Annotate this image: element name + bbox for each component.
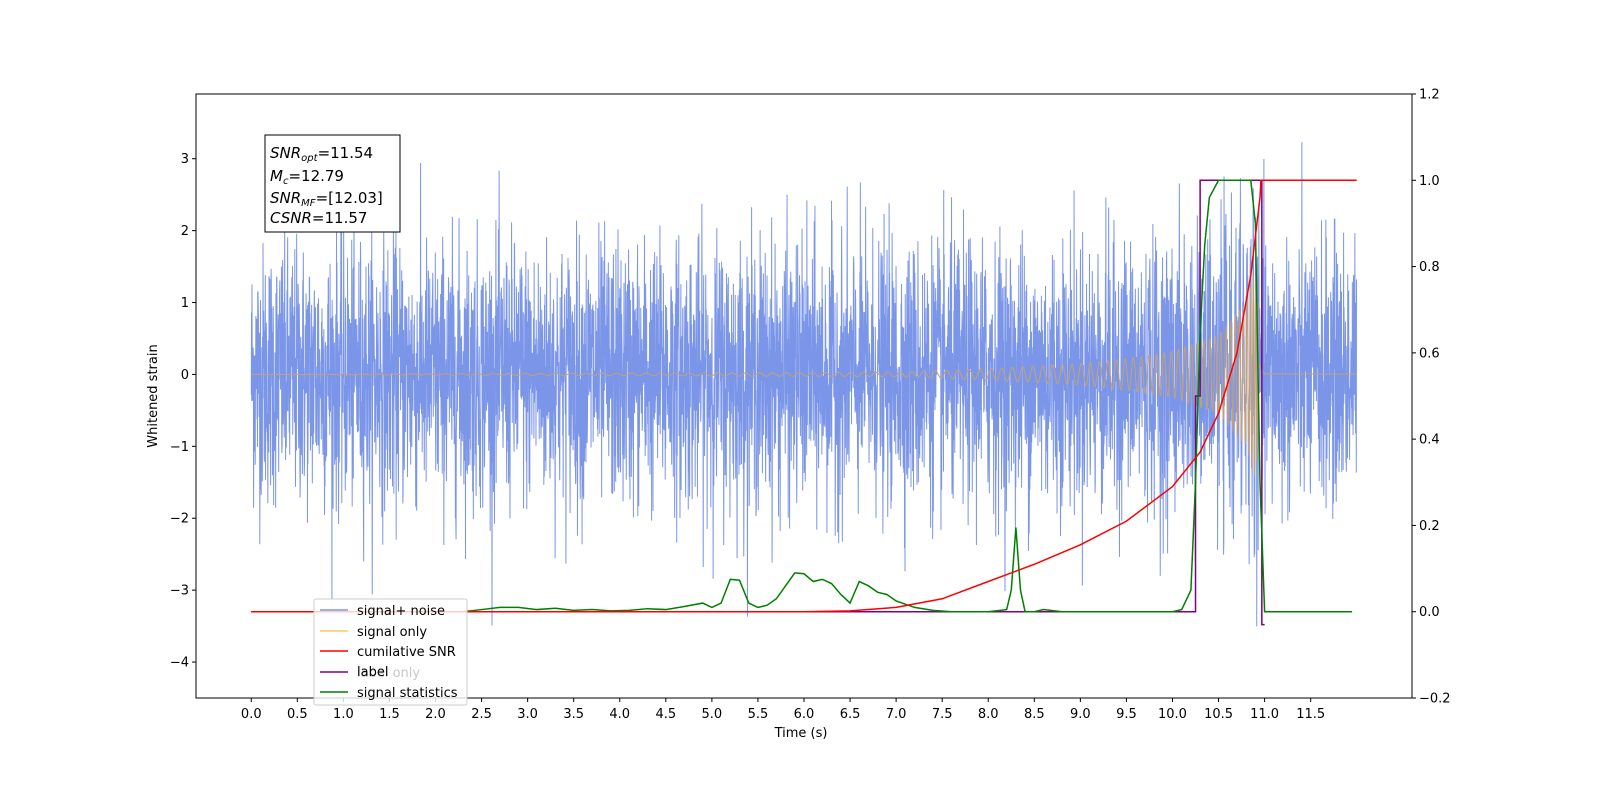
x-tick-label: 5.5 (748, 707, 769, 722)
y-tick-label-right: 1.0 (1419, 174, 1440, 189)
y-axis-label: Whitened strain (146, 344, 161, 447)
y-tick-label-left: 1 (181, 296, 189, 311)
y-tick-label-left: 2 (181, 224, 189, 239)
legend-label-label: label (357, 665, 388, 680)
x-tick-label: 1.5 (379, 707, 400, 722)
y-tick-label-right: 0.8 (1419, 260, 1440, 275)
x-tick-label: 3.0 (517, 707, 538, 722)
y-tick-label-right: 0.4 (1419, 433, 1440, 448)
y-tick-label-left: −1 (170, 440, 189, 455)
y-tick-label-right: 0.2 (1419, 519, 1440, 534)
x-tick-label: 4.5 (655, 707, 676, 722)
x-tick-label: 2.5 (471, 707, 492, 722)
x-axis-label: Time (s) (774, 726, 828, 741)
x-tick-label: 5.0 (702, 707, 723, 722)
x-tick-label: 7.0 (886, 707, 907, 722)
y-tick-label-left: 3 (181, 152, 189, 167)
legend-label-signal-noise: signal+ noise (357, 604, 445, 619)
y-tick-label-right: −0.2 (1419, 692, 1451, 707)
x-tick-label: 9.0 (1070, 707, 1091, 722)
annotation-box: SNRopt=11.54 Mc=12.79 SNRMF=[12.03] CSNR… (264, 134, 401, 233)
annotation-snr-mf: SNRMF=[12.03] (270, 189, 383, 209)
annotation-csnr: CSNR=11.57 (270, 209, 367, 227)
y-tick-label-right: 0.0 (1419, 605, 1440, 620)
x-tick-label: 10.0 (1158, 707, 1187, 722)
series-signal-statistics (251, 179, 1353, 613)
y-tick-label-left: 0 (181, 368, 189, 383)
x-tick-label: 8.0 (978, 707, 999, 722)
x-tick-label: 11.5 (1296, 707, 1325, 722)
legend-label-signal-only: signal only (357, 625, 427, 640)
series-signal-only (251, 274, 1357, 476)
x-tick-label: 7.5 (932, 707, 953, 722)
y-tick-label-left: −2 (170, 512, 189, 527)
y-tick-label-left: −3 (170, 584, 189, 599)
x-tick-label: 11.0 (1250, 707, 1279, 722)
y-tick-label-right: 0.6 (1419, 346, 1440, 361)
y-tick-label-right: 1.2 (1419, 88, 1440, 103)
series-signal-noise (250, 142, 1358, 627)
x-tick-label: 3.5 (563, 707, 584, 722)
legend: signal+ noise signal only cumilative SNR… (313, 598, 468, 706)
x-tick-label: 1.0 (333, 707, 354, 722)
x-tick-label: 8.5 (1024, 707, 1045, 722)
legend-label-label-only: label only (357, 666, 420, 681)
x-tick-label: 0.0 (241, 707, 262, 722)
series-cumulative-snr (251, 179, 1357, 613)
legend-label-cumulative-snr: cumilative SNR (357, 645, 456, 660)
annotation-mc: Mc=12.79 (270, 167, 344, 187)
x-tick-label: 0.5 (287, 707, 308, 722)
legend-label-signal-statistics: signal statistics (357, 686, 458, 701)
annotation-snr-opt: SNRopt=11.54 (270, 144, 373, 164)
x-tick-label: 9.5 (1116, 707, 1137, 722)
x-tick-label: 6.0 (794, 707, 815, 722)
y-tick-label-left: −4 (170, 656, 189, 671)
x-tick-label: 4.0 (609, 707, 630, 722)
x-tick-label: 6.5 (840, 707, 861, 722)
x-tick-label: 10.5 (1204, 707, 1233, 722)
x-tick-label: 2.0 (425, 707, 446, 722)
